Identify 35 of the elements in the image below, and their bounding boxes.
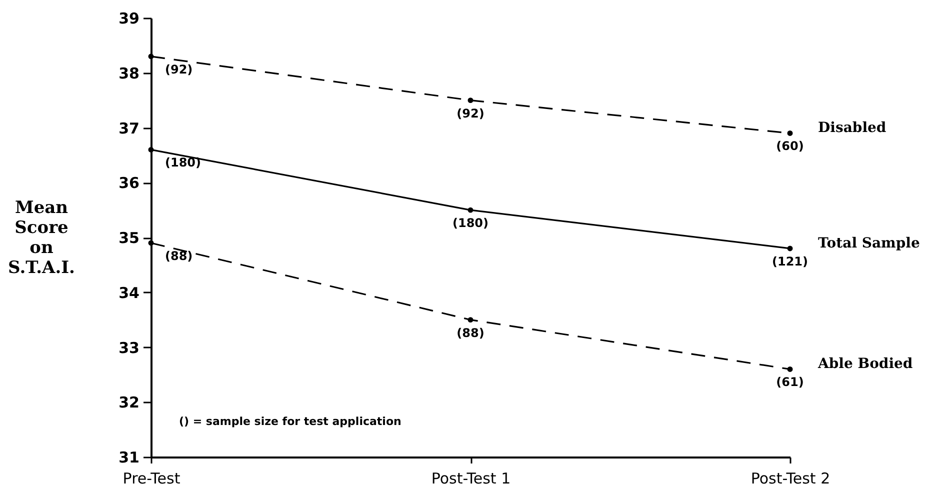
annotation: (180) — [452, 216, 489, 230]
series-label: Able Bodied — [817, 356, 913, 372]
y-axis-title: Mean Score on S.T.A.I. — [8, 198, 75, 278]
y-tick-label: 39 — [118, 10, 140, 28]
point — [787, 130, 793, 136]
y-tick-label: 32 — [118, 394, 140, 412]
annotation: (88) — [165, 248, 193, 263]
point — [148, 240, 154, 246]
annotation: (92) — [165, 62, 193, 76]
y-tick-label: 31 — [118, 448, 140, 466]
annotation: () = sample size for test application — [179, 415, 402, 428]
y-tick-label: 33 — [118, 338, 140, 357]
point — [787, 366, 793, 372]
y-tick-label: 34 — [118, 284, 140, 302]
y-tick-label: 37 — [118, 119, 140, 138]
x-tick-label: Post-Test 1 — [431, 470, 511, 488]
annotation: (92) — [456, 106, 484, 120]
annotation: (180) — [165, 156, 202, 170]
annotation: (88) — [456, 326, 484, 340]
point — [787, 246, 793, 252]
x-tick-label: Post-Test 2 — [750, 470, 830, 488]
annotation: (121) — [772, 254, 808, 268]
y-tick-label: 38 — [118, 64, 140, 82]
x-tick-label: Pre-Test — [122, 470, 180, 488]
point — [148, 54, 154, 60]
point — [468, 207, 474, 213]
series-label: Disabled — [818, 120, 886, 136]
y-tick-label: 35 — [118, 229, 140, 247]
series-label: Total Sample — [818, 235, 920, 252]
annotation: (60) — [776, 139, 804, 154]
point — [468, 317, 474, 323]
point — [468, 98, 474, 104]
y-tick-label: 36 — [118, 174, 140, 192]
point — [148, 146, 154, 152]
annotation: (61) — [776, 375, 804, 390]
